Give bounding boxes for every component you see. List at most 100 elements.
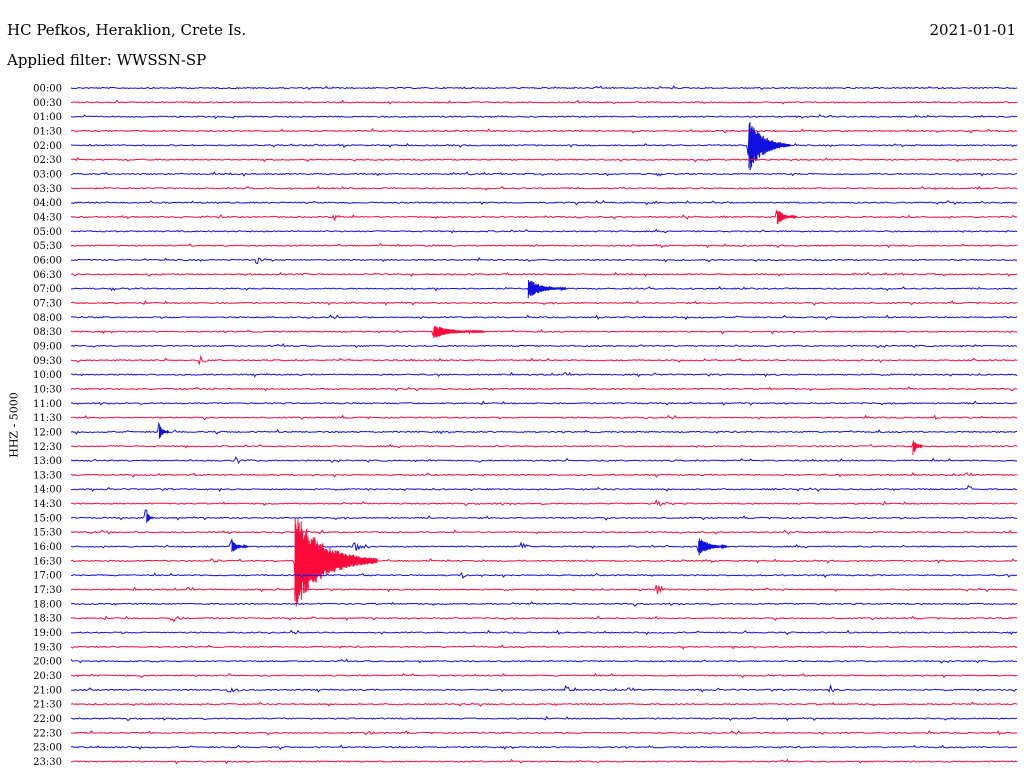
- row-time-label: 06:00: [33, 255, 62, 266]
- row-time-label: 22:00: [33, 714, 62, 725]
- seismic-trace: [70, 400, 1018, 406]
- seismic-trace: [70, 99, 1018, 105]
- seismic-trace: [70, 386, 1018, 392]
- row-time-label: 01:30: [33, 126, 62, 137]
- seismic-event-burst: [146, 512, 154, 523]
- row-time-label: 13:00: [33, 456, 62, 467]
- seismic-trace: [71, 758, 1018, 765]
- row-time-label: 09:30: [33, 356, 62, 367]
- seismic-trace: [70, 300, 1018, 306]
- seismic-trace: [70, 585, 1018, 595]
- row-time-label: 00:30: [33, 98, 62, 109]
- station-title: HC Pefkos, Heraklion, Crete Is.: [7, 21, 247, 39]
- row-time-label: 10:00: [33, 370, 62, 381]
- seismic-event-burst: [158, 426, 170, 439]
- seismic-trace: [71, 730, 1018, 736]
- seismic-trace: [70, 271, 1018, 278]
- row-time-label: 05:30: [33, 241, 62, 252]
- row-time-label: 01:00: [33, 112, 62, 123]
- seismic-trace: [70, 529, 1018, 535]
- row-time-label: 07:00: [33, 284, 62, 295]
- date-label: 2021-01-01: [929, 21, 1016, 39]
- seismic-trace: [70, 123, 1018, 156]
- seismic-trace: [70, 228, 1018, 234]
- row-time-label: 21:00: [33, 685, 62, 696]
- seismic-event-burst: [912, 440, 923, 455]
- seismic-trace: [71, 684, 1018, 693]
- row-time-label: 04:30: [33, 212, 62, 223]
- seismic-trace: [70, 199, 1018, 206]
- row-time-label: 11:30: [33, 413, 62, 424]
- seismic-trace: [70, 257, 1018, 265]
- row-time-label: 20:30: [33, 671, 62, 682]
- row-time-label: 04:00: [33, 198, 62, 209]
- seismic-trace: [70, 314, 1018, 321]
- row-time-label: 03:30: [33, 184, 62, 195]
- seismic-event-burst: [776, 211, 797, 225]
- row-time-label: 19:00: [33, 628, 62, 639]
- row-time-label: 14:30: [33, 499, 62, 510]
- row-time-label: 18:00: [33, 599, 62, 610]
- seismic-trace: [71, 156, 1018, 163]
- row-time-label: 15:30: [33, 528, 62, 539]
- row-time-label: 00:00: [33, 84, 62, 95]
- row-time-label: 21:30: [33, 700, 62, 711]
- row-time-label: 19:30: [33, 642, 62, 653]
- row-time-label: 16:30: [33, 556, 62, 567]
- seismic-trace: [71, 744, 1018, 751]
- seismic-trace: [70, 326, 1018, 337]
- seismic-trace: [70, 421, 1017, 435]
- row-time-label: 10:30: [33, 384, 62, 395]
- row-time-label: 08:00: [33, 313, 62, 324]
- seismic-trace: [70, 171, 1018, 177]
- seismic-trace: [70, 209, 1017, 222]
- row-time-label: 02:30: [33, 155, 62, 166]
- row-time-label: 03:00: [33, 169, 62, 180]
- seismic-trace: [70, 484, 1018, 493]
- row-time-label: 02:00: [33, 141, 62, 152]
- seismic-event-burst: [748, 122, 791, 171]
- row-time-label: 17:00: [33, 571, 62, 582]
- seismic-trace: [70, 509, 1018, 522]
- seismic-trace: [70, 571, 1018, 580]
- seismic-trace: [70, 114, 1018, 120]
- seismic-event-burst: [231, 540, 249, 552]
- seismic-trace: [70, 534, 1018, 596]
- row-time-label: 12:00: [33, 427, 62, 438]
- seismic-trace: [70, 371, 1018, 378]
- row-time-label: 07:30: [33, 298, 62, 309]
- seismic-trace: [70, 715, 1018, 722]
- seismic-trace: [70, 601, 1018, 607]
- seismic-event-burst: [698, 538, 728, 556]
- seismic-trace: [70, 471, 1018, 478]
- seismic-trace: [70, 629, 1018, 636]
- seismic-trace: [70, 456, 1018, 465]
- seismic-trace: [70, 343, 1018, 349]
- row-time-label: 08:30: [33, 327, 62, 338]
- row-time-label: 09:00: [33, 341, 62, 352]
- seismic-trace: [70, 644, 1017, 650]
- row-time-label: 12:30: [33, 442, 62, 453]
- seismic-trace: [70, 414, 1017, 421]
- seismic-trace: [71, 499, 1018, 507]
- seismic-event-burst: [294, 517, 378, 607]
- row-time-label: 05:00: [33, 227, 62, 238]
- seismic-trace: [71, 442, 1018, 450]
- seismic-trace: [70, 185, 1018, 191]
- seismic-trace: [70, 242, 1018, 249]
- row-time-label: 23:00: [33, 743, 62, 754]
- row-time-label: 14:00: [33, 485, 62, 496]
- seismic-trace: [70, 658, 1018, 664]
- row-time-label: 17:30: [33, 585, 62, 596]
- row-time-label: 18:30: [33, 614, 62, 625]
- filter-label: Applied filter: WWSSN-SP: [7, 51, 207, 69]
- row-time-label: 15:00: [33, 513, 62, 524]
- seismic-event-burst: [527, 279, 567, 299]
- seismic-trace: [70, 128, 1018, 134]
- seismic-event-burst: [433, 326, 485, 338]
- seismic-trace: [70, 354, 1018, 366]
- seismic-trace: [70, 672, 1018, 679]
- seismic-trace: [70, 615, 1018, 623]
- row-time-label: 23:30: [33, 757, 62, 768]
